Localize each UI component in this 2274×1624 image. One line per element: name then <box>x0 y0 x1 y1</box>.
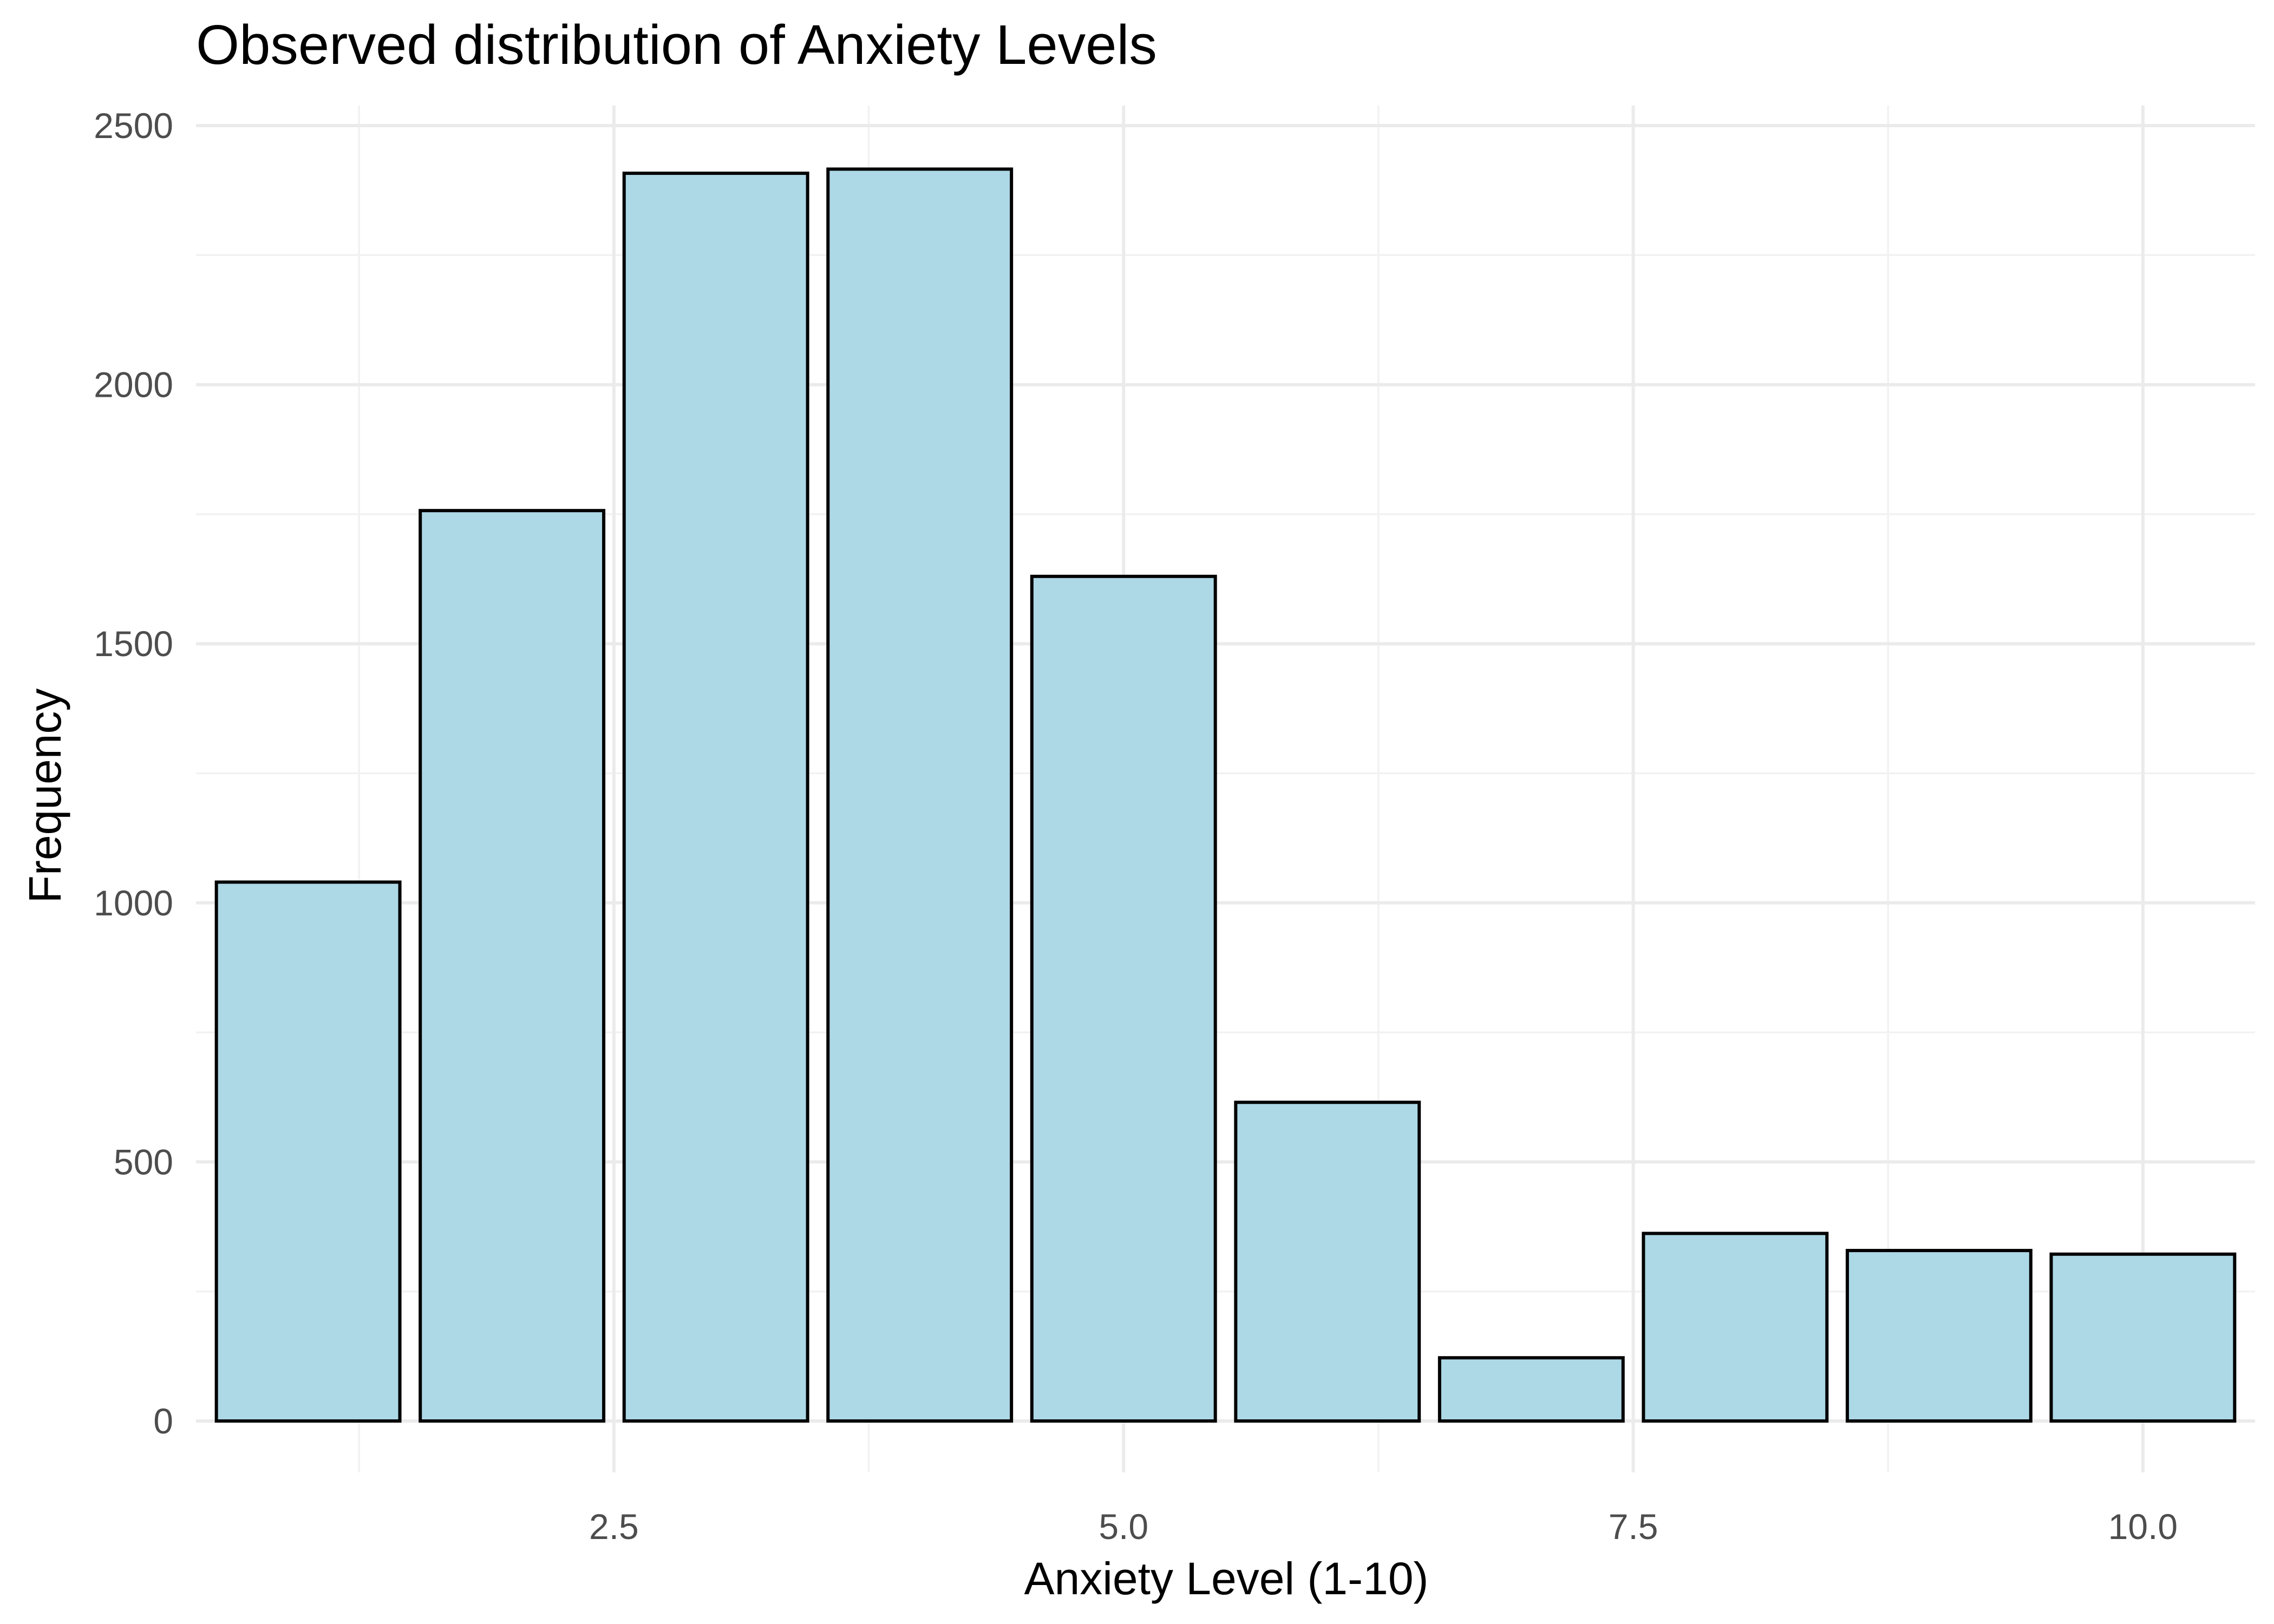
y-axis-ticks: 0 500 1000 1500 2000 2500 <box>94 106 173 1441</box>
y-tick-label: 1000 <box>94 883 173 923</box>
bar-level-7 <box>1437 1356 1625 1423</box>
y-axis-title: Frequency <box>19 689 70 903</box>
y-tick-label: 0 <box>153 1401 173 1441</box>
x-tick-label: 7.5 <box>1609 1507 1658 1547</box>
x-axis-ticks: 2.5 5.0 7.5 10.0 <box>589 1507 2178 1547</box>
bar-level-1 <box>214 880 402 1423</box>
bar-level-3 <box>622 172 809 1423</box>
bar-level-8 <box>1642 1232 1829 1423</box>
y-tick-label: 2000 <box>94 365 173 405</box>
y-tick-label: 2500 <box>94 106 173 146</box>
x-tick-label: 2.5 <box>589 1507 639 1547</box>
y-tick-label: 500 <box>114 1142 173 1182</box>
x-tick-label: 10.0 <box>2108 1507 2178 1547</box>
bar-level-2 <box>419 509 606 1423</box>
bar-level-4 <box>826 167 1014 1423</box>
bar-level-10 <box>2049 1252 2237 1423</box>
bar-level-6 <box>1234 1101 1421 1423</box>
y-tick-label: 1500 <box>94 624 173 664</box>
bars <box>214 167 2237 1423</box>
bar-level-9 <box>1845 1249 2033 1423</box>
x-tick-label: 5.0 <box>1099 1507 1148 1547</box>
chart-title: Observed distribution of Anxiety Levels <box>196 14 1157 76</box>
x-axis-title: Anxiety Level (1-10) <box>1024 1553 1428 1604</box>
bar-level-5 <box>1030 574 1217 1423</box>
